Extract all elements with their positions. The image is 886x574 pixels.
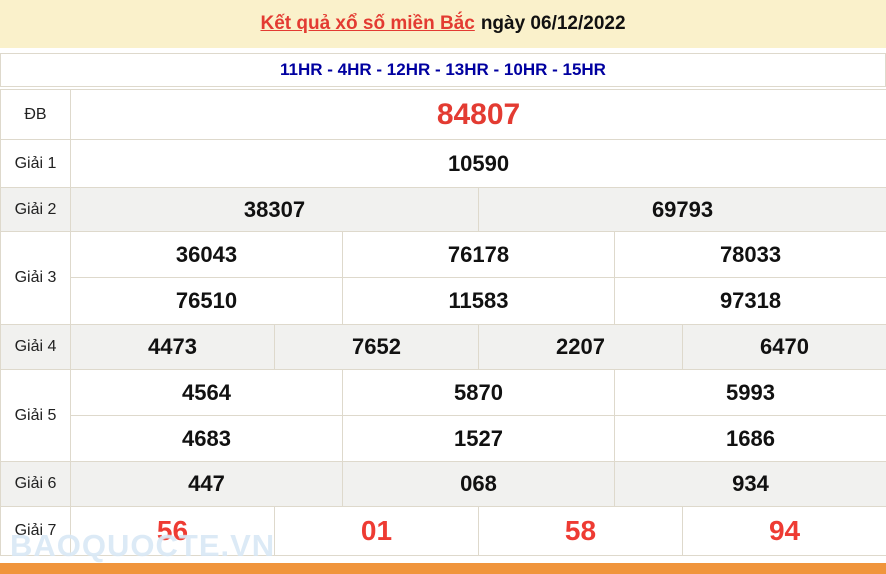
results-title-link[interactable]: Kết quả xổ số miền Bắc	[260, 13, 475, 34]
prize-row-5a: Giải 5 4564 5870 5993	[0, 369, 886, 462]
footer-orange-bar	[0, 563, 886, 574]
prize-label: Giải 7	[0, 506, 71, 556]
prize-number: 4683	[70, 415, 343, 462]
prize-number-g7: 01	[274, 506, 479, 556]
prize-label: Giải 5	[0, 369, 71, 462]
prize-row-1: Giải 1 10590	[0, 139, 886, 188]
prize-row-3b: 76510 11583 97318	[1, 277, 886, 325]
results-date: ngày 06/12/2022	[480, 13, 626, 34]
prize-number-g7: 56	[70, 506, 275, 556]
prize-number: 38307	[70, 187, 479, 232]
draw-codes-box: 11HR - 4HR - 12HR - 13HR - 10HR - 15HR	[0, 53, 886, 87]
prize-label: Giải 6	[0, 461, 71, 507]
prize-number: 69793	[477, 187, 886, 232]
prize-number: 447	[70, 461, 343, 507]
prize-number: 5993	[613, 369, 886, 416]
prize-row-6: Giải 6 447 068 934	[0, 461, 886, 507]
prize-number: 4473	[70, 324, 275, 370]
prize-label: Giải 3	[0, 231, 71, 325]
prize-row-special: ĐB 84807	[0, 89, 886, 140]
draw-codes-text: 11HR - 4HR - 12HR - 13HR - 10HR - 15HR	[280, 60, 606, 79]
prize-number: 934	[613, 461, 886, 507]
prize-label: ĐB	[0, 89, 71, 140]
prize-row-3a: Giải 3 36043 76178 78033	[0, 231, 886, 325]
prize-row-2: Giải 2 38307 69793	[0, 187, 886, 232]
prize-number: 068	[342, 461, 615, 507]
results-table: ĐB 84807 Giải 1 10590 Giải 2 38307 69793…	[0, 89, 886, 556]
prize-number: 76178	[342, 231, 615, 278]
prize-number: 6470	[681, 324, 886, 370]
prize-number: 36043	[70, 231, 343, 278]
prize-row-5b: 4683 1527 1686	[1, 415, 886, 462]
prize-number: 7652	[274, 324, 479, 370]
prize-number: 5870	[342, 369, 615, 416]
prize-label: Giải 2	[0, 187, 71, 232]
prize-number: 78033	[613, 231, 886, 278]
prize-number: 10590	[69, 139, 886, 188]
prize-number: 1527	[342, 415, 615, 462]
prize-row-7: Giải 7 56 01 58 94	[0, 506, 886, 556]
prize-number: 2207	[478, 324, 683, 370]
prize-number: 11583	[342, 277, 615, 325]
prize-number-g7: 94	[681, 506, 886, 556]
page-header: Kết quả xổ số miền Bắc ngày 06/12/2022	[0, 0, 886, 48]
prize-number: 4564	[70, 369, 343, 416]
prize-label: Giải 1	[0, 139, 71, 188]
prize-number-special: 84807	[69, 89, 886, 140]
prize-number: 76510	[70, 277, 343, 325]
prize-number-g7: 58	[478, 506, 683, 556]
prize-number: 1686	[613, 415, 886, 462]
prize-row-4: Giải 4 4473 7652 2207 6470	[0, 324, 886, 370]
prize-number: 97318	[613, 277, 886, 325]
prize-label: Giải 4	[0, 324, 71, 370]
